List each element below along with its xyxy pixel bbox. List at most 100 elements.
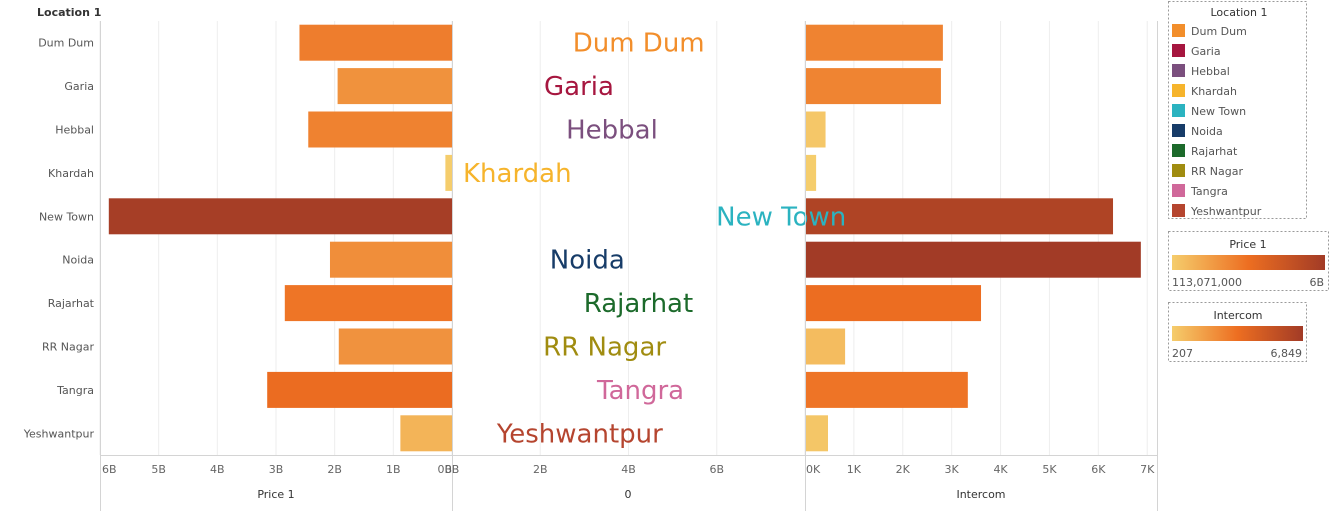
location-legend-frame <box>1168 1 1307 219</box>
legend-swatch <box>1172 164 1185 177</box>
legend-item-label[interactable]: Noida <box>1191 125 1223 138</box>
intercom-bar[interactable] <box>806 111 826 148</box>
intercom-legend-title: Intercom <box>1213 309 1262 322</box>
axis-title: 0 <box>625 488 632 501</box>
legend-item-label[interactable]: Garia <box>1191 45 1221 58</box>
price-bar[interactable] <box>299 24 452 61</box>
tick-label: 5B <box>151 463 166 476</box>
location-mark-label: Dum Dum <box>573 29 705 59</box>
row-label: Rajarhat <box>48 297 95 310</box>
intercom-bar[interactable] <box>806 24 943 61</box>
location-mark-label: Yeshwantpur <box>496 419 663 449</box>
location-mark-label: New Town <box>716 202 846 232</box>
legend-item-label[interactable]: Yeshwantpur <box>1190 205 1262 218</box>
tick-label: 4B <box>621 463 636 476</box>
legend-item-label[interactable]: Tangra <box>1190 185 1228 198</box>
price-color-ramp <box>1172 255 1325 270</box>
tick-label: 4B <box>210 463 225 476</box>
legend-item-label[interactable]: New Town <box>1191 105 1246 118</box>
legend-swatch <box>1172 144 1185 157</box>
tick-label: 1K <box>847 463 862 476</box>
tick-label: 2B <box>533 463 548 476</box>
legend-swatch <box>1172 84 1185 97</box>
location-legend[interactable]: Location 1 Dum Dum Garia Hebbal Khardah New … <box>1168 1 1307 219</box>
tick-label: 2K <box>896 463 911 476</box>
axis-title: Intercom <box>956 488 1005 501</box>
tick-label: 3B <box>269 463 284 476</box>
tick-label: 6B <box>102 463 117 476</box>
price-legend-min: 113,071,000 <box>1172 276 1242 289</box>
intercom-legend-max: 6,849 <box>1271 347 1303 360</box>
row-field-header: Location 1 <box>37 6 101 19</box>
intercom-bar[interactable] <box>806 371 968 408</box>
legend-item-label[interactable]: Dum Dum <box>1191 25 1247 38</box>
price-bar[interactable] <box>284 285 452 322</box>
price-bar[interactable] <box>445 154 452 191</box>
location-mark-label: Garia <box>544 72 614 102</box>
legend-item-label[interactable]: RR Nagar <box>1191 165 1243 178</box>
price-bar[interactable] <box>337 68 452 105</box>
intercom-bar[interactable] <box>806 328 846 365</box>
location-mark-label: Hebbal <box>566 116 658 146</box>
location-mark-label: Tangra <box>596 376 684 406</box>
price-bar[interactable] <box>329 241 452 278</box>
row-label: Noida <box>62 254 94 267</box>
price-bar[interactable] <box>338 328 452 365</box>
row-label: New Town <box>39 210 94 223</box>
tick-label: 1B <box>386 463 401 476</box>
tick-label: 6B <box>709 463 724 476</box>
tick-label: 2B <box>327 463 342 476</box>
intercom-bar[interactable] <box>806 68 941 105</box>
axis-title: Price 1 <box>257 488 294 501</box>
axis-titles: Price 1 0 Intercom <box>257 488 1005 501</box>
price-bar[interactable] <box>108 198 453 235</box>
tick-label: 5K <box>1042 463 1057 476</box>
legend-swatch <box>1172 124 1185 137</box>
row-label: Dum Dum <box>38 37 94 50</box>
pane-dividers <box>100 21 1158 511</box>
legend-swatch <box>1172 44 1185 57</box>
row-label: Hebbal <box>55 124 94 137</box>
legend-swatch <box>1172 104 1185 117</box>
location-mark-label: Rajarhat <box>584 289 693 319</box>
intercom-bar[interactable] <box>806 285 982 322</box>
intercom-bar[interactable] <box>806 241 1141 278</box>
row-label: Khardah <box>48 167 94 180</box>
location-legend-title: Location 1 <box>1210 6 1267 19</box>
legend-item-label[interactable]: Khardah <box>1191 85 1237 98</box>
tick-label: 4K <box>993 463 1008 476</box>
legend-item-label[interactable]: Rajarhat <box>1191 145 1238 158</box>
legend-swatch <box>1172 64 1185 77</box>
legend-swatch <box>1172 184 1185 197</box>
tick-label: 0K <box>806 463 821 476</box>
tick-label: 7K <box>1140 463 1155 476</box>
intercom-legend[interactable]: Intercom 207 6,849 <box>1168 302 1307 362</box>
row-label: Garia <box>64 80 94 93</box>
row-labels: Dum Dum Garia Hebbal Khardah New Town Noida Ra… <box>23 37 95 441</box>
price-bar[interactable] <box>267 371 452 408</box>
tick-label: 0B <box>437 463 452 476</box>
intercom-bar[interactable] <box>806 415 828 452</box>
price-legend-max: 6B <box>1309 276 1324 289</box>
row-label: RR Nagar <box>42 341 94 354</box>
location-mark-label: RR Nagar <box>543 333 666 363</box>
price-legend[interactable]: Price 1 113,071,000 6B <box>1168 231 1329 291</box>
row-label: Yeshwantpur <box>23 427 95 440</box>
intercom-bar[interactable] <box>806 198 1114 235</box>
intercom-color-ramp <box>1172 326 1303 341</box>
price-bar[interactable] <box>308 111 452 148</box>
legend-swatch <box>1172 204 1185 217</box>
bar-marks <box>108 24 1141 452</box>
location-mark-label: Khardah <box>463 159 572 189</box>
intercom-bar[interactable] <box>806 154 817 191</box>
price-legend-title: Price 1 <box>1229 238 1266 251</box>
tick-label: 3K <box>945 463 960 476</box>
price-bar[interactable] <box>400 415 452 452</box>
tick-label: 0B <box>445 463 460 476</box>
legend-item-label[interactable]: Hebbal <box>1191 65 1230 78</box>
center-location-labels: Dum Dum Garia Hebbal Khardah New Town Noida Ra… <box>463 29 846 450</box>
legend-swatch <box>1172 24 1185 37</box>
tick-label: 6K <box>1091 463 1106 476</box>
